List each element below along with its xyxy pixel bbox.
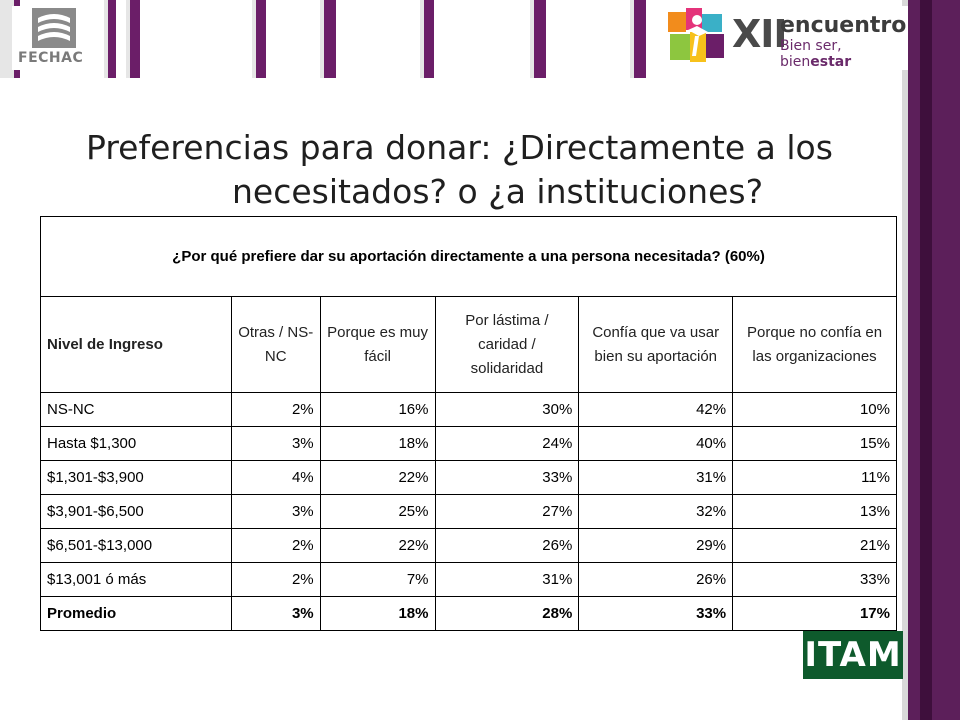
table-question: ¿Por qué prefiere dar su aportación dire… <box>40 216 897 297</box>
row-label: Promedio <box>40 596 232 631</box>
table-average-row: Promedio 3% 18% 28% 33% 17% <box>40 596 897 631</box>
table-row: $3,901-$6,500 3% 25% 27% 32% 13% <box>40 494 897 529</box>
table-cell: 26% <box>578 562 734 597</box>
table-cell: 11% <box>732 460 897 495</box>
encuentro-logo-number: XII <box>732 12 788 56</box>
header-stripe <box>534 0 546 78</box>
fechac-logo-text: FECHAC <box>18 50 84 66</box>
table-cell: 3% <box>230 596 321 631</box>
encuentro-logo-word: encuentro <box>780 13 907 38</box>
header-stripe <box>324 0 336 78</box>
table-cell: 42% <box>578 392 734 427</box>
encuentro-emblem-icon <box>668 8 724 62</box>
table-cell: 3% <box>230 426 321 461</box>
header-stripe <box>424 0 434 78</box>
header-stripe <box>104 0 108 78</box>
header-stripe <box>256 0 266 78</box>
slide-title: Preferencias para donar: ¿Directamente a… <box>86 126 846 214</box>
header-stripe <box>530 0 534 78</box>
table-cell: 29% <box>578 528 734 563</box>
row-label: NS-NC <box>40 392 232 427</box>
header-stripe <box>0 0 14 78</box>
encuentro-logo-tagline: Bien ser, bienestar <box>780 38 852 70</box>
itam-logo: ITAM <box>803 631 903 679</box>
table-row: NS-NC 2% 16% 30% 42% 10% <box>40 392 897 427</box>
table-cell: 22% <box>319 460 436 495</box>
table-cell: 10% <box>732 392 897 427</box>
table-cell: 7% <box>319 562 436 597</box>
column-header-trust: Confía que va usar bien su aportación <box>578 296 734 393</box>
table-cell: 22% <box>319 528 436 563</box>
row-label: Hasta $1,300 <box>40 426 232 461</box>
table-cell: 32% <box>578 494 734 529</box>
table-cell: 21% <box>732 528 897 563</box>
header-stripe <box>320 0 324 78</box>
table-cell: 31% <box>578 460 734 495</box>
right-edge-bar <box>908 0 960 720</box>
table-cell: 16% <box>319 392 436 427</box>
table-cell: 15% <box>732 426 897 461</box>
table-cell: 31% <box>434 562 580 597</box>
header-stripe <box>126 0 130 78</box>
row-label: $3,901-$6,500 <box>40 494 232 529</box>
column-header-easy: Porque es muy fácil <box>319 296 436 393</box>
table-cell: 25% <box>319 494 436 529</box>
table-cell: 2% <box>230 392 321 427</box>
header-stripe <box>630 0 634 78</box>
slide-title-line-1: Preferencias para donar: ¿Directamente a… <box>86 128 833 167</box>
slide-title-line-2: necesitados? o ¿a instituciones? <box>232 172 764 211</box>
table-row: Hasta $1,300 3% 18% 24% 40% 15% <box>40 426 897 461</box>
table-cell: 2% <box>230 562 321 597</box>
header-stripe <box>130 0 140 78</box>
column-header-income: Nivel de Ingreso <box>40 296 232 393</box>
table-cell: 33% <box>434 460 580 495</box>
table-cell: 40% <box>578 426 734 461</box>
row-label: $1,301-$3,900 <box>40 460 232 495</box>
header-stripe <box>252 0 256 78</box>
column-header-pity: Por lástima / caridad / solidaridad <box>434 296 580 393</box>
row-label: $6,501-$13,000 <box>40 528 232 563</box>
table-row: $13,001 ó más 2% 7% 31% 26% 33% <box>40 562 897 597</box>
table-cell: 13% <box>732 494 897 529</box>
column-header-distrust: Porque no confía en las organizaciones <box>732 296 897 393</box>
right-edge-divider <box>902 0 908 720</box>
table-cell: 24% <box>434 426 580 461</box>
fechac-emblem-icon <box>32 8 76 48</box>
column-header-other: Otras / NS-NC <box>230 296 321 393</box>
header-stripe <box>634 0 646 78</box>
table-cell: 30% <box>434 392 580 427</box>
header-stripe <box>420 0 424 78</box>
table-row: $1,301-$3,900 4% 22% 33% 31% 11% <box>40 460 897 495</box>
table-row: $6,501-$13,000 2% 22% 26% 29% 21% <box>40 528 897 563</box>
header-stripe <box>108 0 116 78</box>
table-cell: 18% <box>319 596 436 631</box>
itam-logo-text: ITAM <box>804 635 902 675</box>
table-cell: 17% <box>732 596 897 631</box>
table-cell: 18% <box>319 426 436 461</box>
preferences-table: ¿Por qué prefiere dar su aportación dire… <box>40 216 897 631</box>
table-cell: 4% <box>230 460 321 495</box>
table-cell: 28% <box>434 596 580 631</box>
row-label: $13,001 ó más <box>40 562 232 597</box>
encuentro-logo: XII encuentro Bien ser, bienestar <box>662 6 908 70</box>
fechac-logo: FECHAC <box>12 6 98 70</box>
table-cell: 33% <box>732 562 897 597</box>
table-cell: 2% <box>230 528 321 563</box>
table-cell: 26% <box>434 528 580 563</box>
table-cell: 33% <box>578 596 734 631</box>
table-cell: 3% <box>230 494 321 529</box>
table-cell: 27% <box>434 494 580 529</box>
